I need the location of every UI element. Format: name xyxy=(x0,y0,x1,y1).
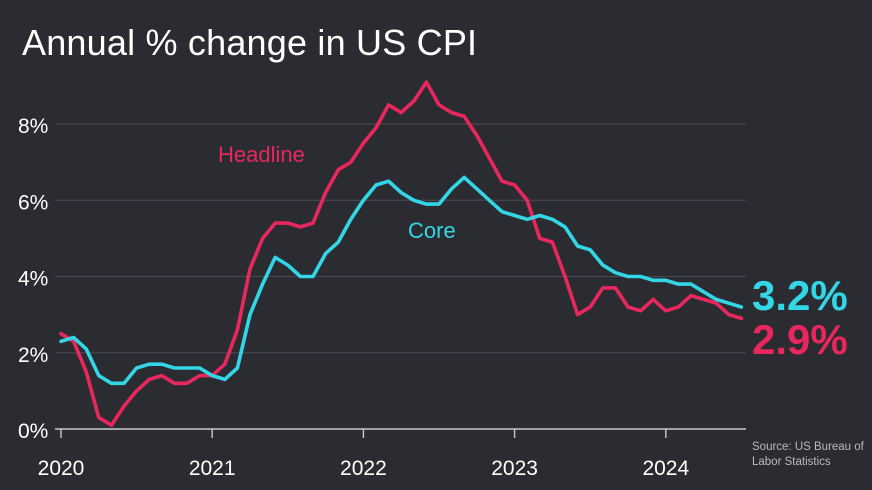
x-tick-label: 2020 xyxy=(38,457,85,480)
x-tick-label: 2024 xyxy=(642,457,689,480)
series-line-headline xyxy=(59,80,744,428)
end-value-label-headline: 2.9% xyxy=(752,316,848,363)
chart-title: Annual % change in US CPI xyxy=(22,22,478,63)
y-tick-label: 6% xyxy=(18,191,48,214)
y-tick-label: 4% xyxy=(18,268,48,291)
end-value-label-core: 3.2% xyxy=(752,272,848,319)
series-label-core: Core xyxy=(408,218,456,243)
x-tick-label: 2021 xyxy=(189,457,236,480)
y-tick-label: 0% xyxy=(18,420,48,443)
y-tick-label: 2% xyxy=(18,344,48,367)
x-tick-label: 2022 xyxy=(340,457,387,480)
y-tick-label: 8% xyxy=(18,115,48,138)
series-line-core xyxy=(59,175,744,386)
series-label-headline: Headline xyxy=(218,142,305,167)
x-tick-label: 2023 xyxy=(491,457,538,480)
source-note: Source: US Bureau of Labor Statistics xyxy=(752,441,864,468)
